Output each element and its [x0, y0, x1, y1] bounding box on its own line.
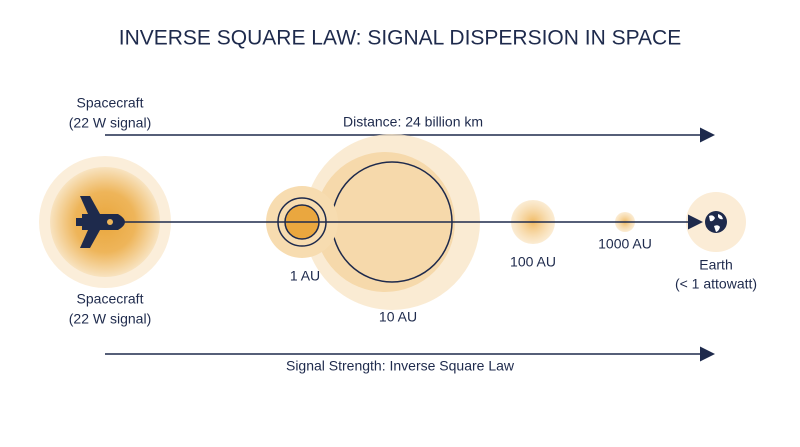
- destination-detail: (< 1 attowatt): [675, 276, 757, 292]
- source-name: Spacecraft: [77, 95, 144, 111]
- marker-label: 1000 AU: [598, 236, 652, 252]
- marker-label: 1 AU: [290, 268, 320, 284]
- marker-label: 10 AU: [379, 309, 417, 325]
- spacecraft-icon: [76, 196, 125, 248]
- source-detail: (22 W signal): [69, 115, 151, 131]
- destination-name: Earth: [699, 257, 732, 273]
- source-detail: (22 W signal): [69, 311, 151, 327]
- distance-label: Distance: 24 billion km: [343, 114, 483, 130]
- earth-icon: [705, 211, 727, 233]
- marker-label: 100 AU: [510, 254, 556, 270]
- source-name: Spacecraft: [77, 291, 144, 307]
- title: INVERSE SQUARE LAW: SIGNAL DISPERSION IN…: [119, 27, 681, 50]
- strength-label: Signal Strength: Inverse Square Law: [286, 358, 515, 374]
